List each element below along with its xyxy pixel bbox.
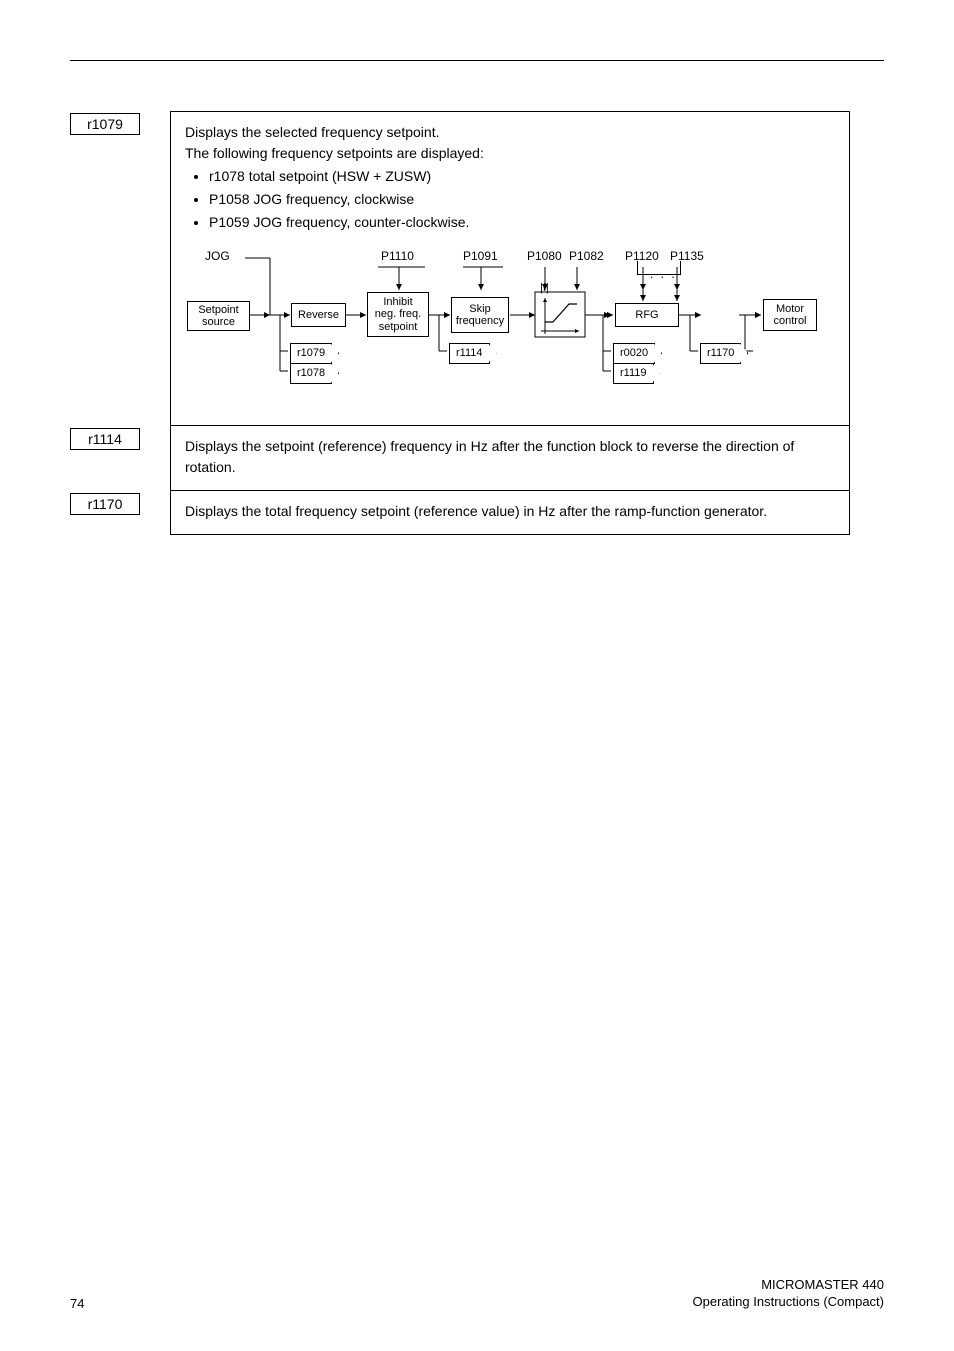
readout-r1170: r1170 [700,343,741,364]
readout-r1114: r1114 [449,343,490,364]
readout-r1078: r1078 [290,363,332,384]
footer-product: MICROMASTER 440 [693,1277,884,1294]
desc-box-r1079: Displays the selected frequency setpoint… [170,111,850,426]
r1079-line2: The following frequency setpoints are di… [185,143,835,164]
frequency-setpoint-diagram: JOG P1110 P1091 P1080 P1082 P1120 P1135 … [185,243,825,413]
section-r1170: r1170 Displays the total frequency setpo… [70,491,884,535]
r1170-text: Displays the total frequency setpoint (r… [185,501,835,522]
diag-label-p1080: P1080 [527,247,562,265]
footer-doc: Operating Instructions (Compact) [693,1294,884,1311]
page-number: 74 [70,1296,84,1311]
r1079-bullet-2: P1059 JOG frequency, counter-clockwise. [209,212,835,233]
param-label-r1170: r1170 [70,493,140,515]
desc-box-r1170: Displays the total frequency setpoint (r… [170,491,850,535]
readout-r1079: r1079 [290,343,332,364]
param-label-r1114: r1114 [70,428,140,450]
block-inhibit: Inhibitneg. freq.setpoint [367,292,429,337]
r1079-line1: Displays the selected frequency setpoint… [185,122,835,143]
desc-box-r1114: Displays the setpoint (reference) freque… [170,426,850,491]
block-reverse: Reverse [291,303,346,327]
param-label-r1079: r1079 [70,113,140,135]
header-rule [70,60,884,61]
readout-r0020: r0020 [613,343,655,364]
page-footer: 74 MICROMASTER 440 Operating Instruction… [70,1277,884,1311]
diag-ellipsis-frame [637,261,681,275]
r1114-text: Displays the setpoint (reference) freque… [185,436,835,478]
section-r1114: r1114 Displays the setpoint (reference) … [70,426,884,491]
r1079-bullets: r1078 total setpoint (HSW + ZUSW) P1058 … [209,166,835,233]
diag-label-p1082: P1082 [569,247,604,265]
diag-label-p1110: P1110 [381,247,414,265]
r1079-bullet-1: P1058 JOG frequency, clockwise [209,189,835,210]
block-setpoint-source: Setpointsource [187,301,250,331]
block-abs-f-label: |f| [540,280,549,297]
block-skip: Skipfrequency [451,297,509,333]
section-r1079: r1079 Displays the selected frequency se… [70,111,884,426]
diag-label-p1091: P1091 [463,247,498,265]
diag-label-jog: JOG [205,247,230,265]
r1079-bullet-0: r1078 total setpoint (HSW + ZUSW) [209,166,835,187]
block-motor-control: Motorcontrol [763,299,817,331]
block-rfg-final: RFG [615,303,679,327]
readout-r1119: r1119 [613,363,654,384]
